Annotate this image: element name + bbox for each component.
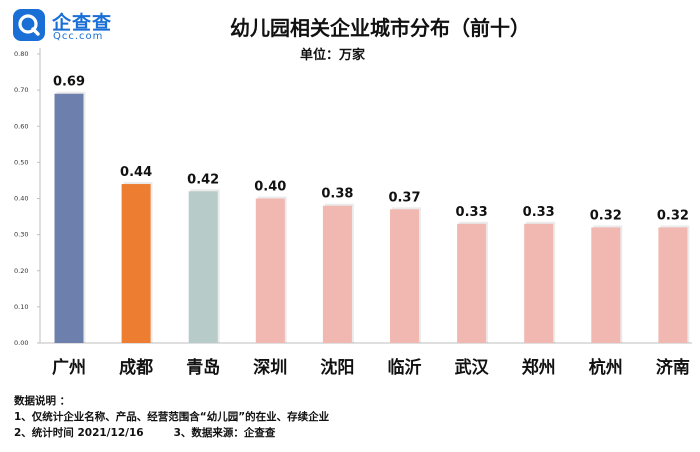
logo-domain: Qcc.com [53, 31, 104, 42]
bar-济南 [658, 227, 688, 343]
notes-stat-time: 2、统计时间 2021/12/16 [14, 427, 144, 439]
x-tick-label: 济南 [656, 357, 690, 378]
data-label: 0.44 [120, 165, 152, 180]
bar-成都 [121, 184, 151, 343]
bar-深圳 [255, 198, 285, 343]
bar-chart: 0.00 0.10 0.20 0.30 0.40 0.50 0.60 0.70 0.80 0.69… [14, 48, 692, 378]
bar-郑州 [524, 223, 554, 343]
x-tick-label: 成都 [119, 357, 153, 378]
data-label: 0.38 [321, 187, 353, 202]
data-label: 0.32 [590, 208, 622, 223]
data-label: 0.32 [657, 208, 689, 223]
y-tick-label: 0.30 [14, 231, 28, 239]
data-label: 0.33 [523, 205, 555, 220]
y-tick-label: 0.20 [14, 267, 28, 275]
y-tick-label: 0.10 [14, 303, 28, 311]
data-label: 0.42 [187, 172, 219, 187]
bar-临沂 [390, 209, 419, 343]
notes-line-2: 2、统计时间 2021/12/16 3、数据来源：企查查 [14, 425, 329, 441]
x-tick-label: 广州 [52, 357, 86, 378]
chart-unit: 单位：万家 [300, 48, 366, 63]
bar-杭州 [591, 227, 621, 343]
logo-name: 企查查 [52, 12, 113, 34]
x-tick-label: 青岛 [186, 357, 220, 378]
data-label: 0.33 [456, 205, 488, 220]
qcc-logo-icon [13, 9, 45, 41]
y-tick-label: 0.80 [14, 50, 28, 58]
y-tick-label: 0.40 [14, 195, 28, 203]
y-tick-label: 0.50 [14, 158, 28, 166]
x-tick-label: 杭州 [589, 357, 623, 378]
bar-沈阳 [322, 205, 352, 343]
notes-source: 3、数据来源：企查查 [173, 427, 276, 439]
x-tick-label: 武汉 [455, 357, 490, 378]
data-label: 0.37 [388, 190, 420, 205]
data-label: 0.69 [53, 75, 85, 90]
x-tick-label: 郑州 [522, 357, 556, 378]
y-tick-label: 0.00 [14, 339, 28, 347]
notes-heading: 数据说明 ： [14, 395, 71, 407]
bar-青岛 [188, 191, 218, 343]
x-tick-label: 沈阳 [320, 357, 354, 378]
y-tick-label: 0.60 [14, 122, 28, 130]
bar-广州 [54, 93, 84, 343]
notes-line-1: 1、仅统计企业名称、产品、经营范围含“幼儿园”的在业、存续企业 [14, 411, 330, 423]
bar-武汉 [457, 223, 487, 343]
chart-title: 幼儿园相关企业城市分布（前十） [230, 16, 530, 40]
x-tick-label: 深圳 [253, 357, 287, 378]
qcc-logo: 企查查 Qcc.com [12, 6, 152, 46]
x-tick-label: 临沂 [388, 357, 422, 378]
data-notes: 数据说明 ： 1、仅统计企业名称、产品、经营范围含“幼儿园”的在业、存续企业 2… [14, 393, 329, 441]
data-label: 0.40 [254, 180, 286, 195]
y-tick-label: 0.70 [14, 86, 28, 94]
